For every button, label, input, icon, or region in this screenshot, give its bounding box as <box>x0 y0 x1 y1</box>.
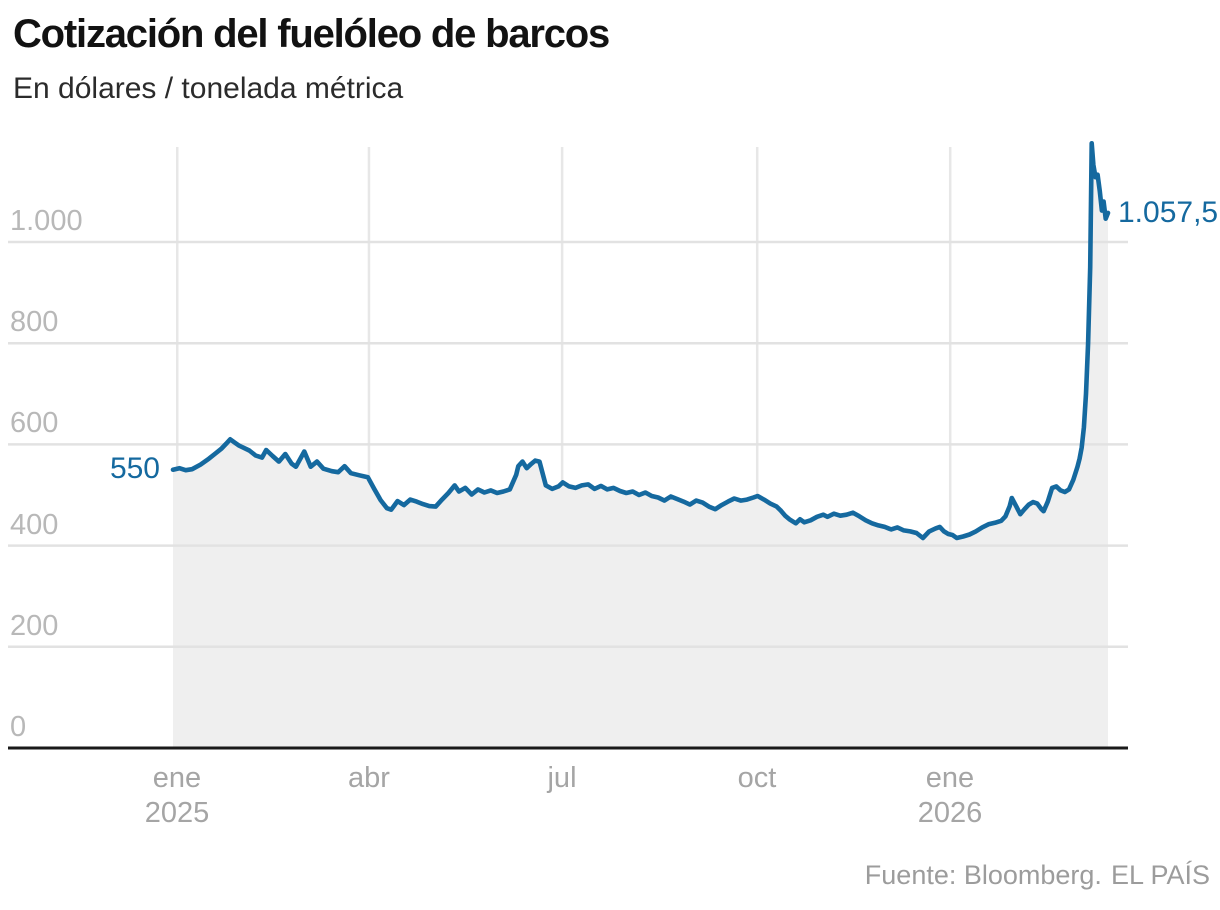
x-axis-tick-label: ene <box>925 762 975 794</box>
end-value-label: 1.057,5 <box>1118 196 1219 229</box>
series-line <box>170 141 1111 541</box>
series-area-fill <box>173 143 1108 748</box>
brand-label: EL PAÍS <box>1110 860 1210 890</box>
y-axis-tick-label: 200 <box>10 610 59 642</box>
source-credit: Fuente: Bloomberg. EL PAÍS <box>865 860 1210 891</box>
x-axis-year-label: 2026 <box>917 797 983 829</box>
x-axis-tick-label: abr <box>348 762 390 794</box>
y-axis-tick-label: 1.000 <box>10 205 83 237</box>
y-axis-tick-label: 800 <box>10 306 59 338</box>
y-axis-tick-label: 400 <box>10 509 59 541</box>
x-axis-tick-label: jul <box>547 762 577 794</box>
x-axis-year-label: 2025 <box>144 797 210 829</box>
start-value-label: 550 <box>109 452 160 485</box>
chart-title: Cotización del fuelóleo de barcos <box>13 12 610 56</box>
x-axis-tick-label: oct <box>737 762 777 794</box>
x-axis-tick-label: ene <box>152 762 202 794</box>
y-axis-tick-label: 0 <box>10 711 27 743</box>
y-axis-tick-label: 600 <box>10 407 59 439</box>
source-label: Fuente: Bloomberg. <box>864 860 1102 890</box>
chart-subtitle: En dólares / tonelada métrica <box>13 72 404 105</box>
